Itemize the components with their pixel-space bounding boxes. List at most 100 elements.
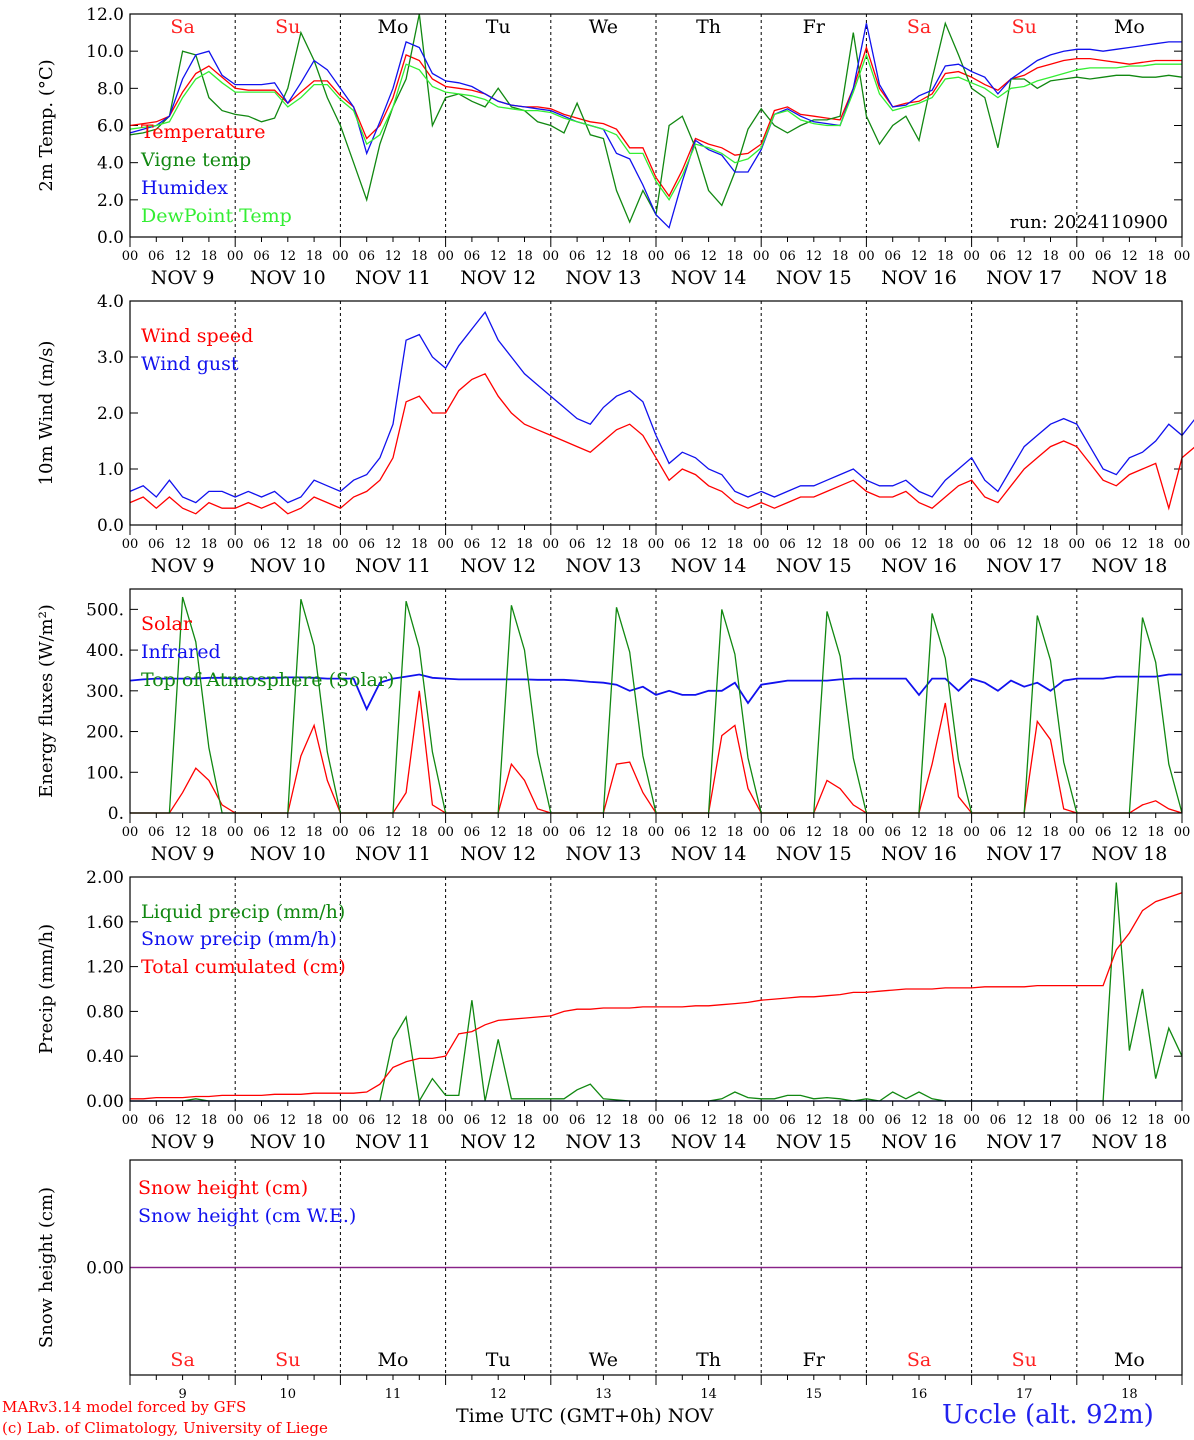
hour-label: 00 — [1174, 537, 1191, 552]
hour-label: 00 — [963, 1113, 980, 1128]
y-axis-label: Precip (mm/h) — [36, 924, 57, 1054]
series-line-wind-gust — [129, 310, 1194, 504]
hour-label: 00 — [332, 537, 349, 552]
day-number-label: 9 — [178, 1387, 186, 1402]
date-label: NOV 17 — [986, 1131, 1062, 1153]
hour-label: 06 — [1095, 249, 1112, 264]
hour-label: 06 — [569, 537, 586, 552]
date-label: NOV 12 — [460, 267, 536, 289]
panel-4 — [129, 876, 1183, 1111]
date-label: NOV 15 — [776, 1131, 852, 1153]
hour-label: 12 — [595, 537, 612, 552]
hour-label: 00 — [543, 249, 560, 264]
hour-label: 12 — [700, 1113, 717, 1128]
hour-label: 12 — [1121, 825, 1138, 840]
y-tick-label: 10.0 — [86, 42, 124, 62]
hour-label: 00 — [753, 537, 770, 552]
hour-label: 00 — [122, 537, 139, 552]
hour-label: 12 — [1016, 825, 1033, 840]
y-tick-label: 100. — [86, 763, 124, 783]
date-label: NOV 18 — [1091, 555, 1167, 577]
hour-label: 06 — [148, 537, 165, 552]
date-label: NOV 16 — [881, 555, 957, 577]
hour-label: 18 — [1147, 1113, 1164, 1128]
hour-label: 12 — [385, 1113, 402, 1128]
hour-label: 00 — [1069, 1113, 1086, 1128]
hour-label: 00 — [648, 537, 665, 552]
legend-entry: Wind speed — [141, 325, 253, 347]
hour-label: 12 — [1016, 249, 1033, 264]
y-tick-label: 500. — [86, 600, 124, 620]
hour-label: 00 — [1069, 537, 1086, 552]
hour-label: 18 — [832, 249, 849, 264]
hour-label: 12 — [174, 1113, 191, 1128]
panel-3 — [129, 588, 1183, 823]
hour-label: 00 — [437, 537, 454, 552]
hour-label: 00 — [1174, 249, 1191, 264]
hour-label: 12 — [1016, 1113, 1033, 1128]
day-abbrev-label: Sa — [170, 16, 194, 38]
day-abbrev-label: Mo — [378, 1349, 409, 1371]
y-tick-label: 8.0 — [97, 79, 124, 99]
hour-label: 00 — [753, 1113, 770, 1128]
y-tick-label: 0.00 — [86, 1259, 124, 1279]
date-label: NOV 17 — [986, 843, 1062, 865]
hour-label: 00 — [437, 1113, 454, 1128]
date-label: NOV 9 — [151, 1131, 215, 1153]
hour-label: 06 — [990, 1113, 1007, 1128]
hour-label: 18 — [306, 1113, 323, 1128]
legend-entry: Snow height (cm W.E.) — [138, 1205, 356, 1227]
hour-label: 06 — [358, 825, 375, 840]
hour-label: 18 — [1042, 1113, 1059, 1128]
day-abbrev-label: Mo — [378, 16, 409, 38]
hour-label: 18 — [516, 1113, 533, 1128]
legend-entry: Snow precip (mm/h) — [141, 928, 337, 950]
hour-label: 06 — [148, 1113, 165, 1128]
hour-label: 12 — [280, 537, 297, 552]
hour-label: 12 — [911, 249, 928, 264]
day-number-label: 11 — [385, 1387, 402, 1402]
hour-label: 00 — [1174, 825, 1191, 840]
day-number-label: 16 — [911, 1387, 928, 1402]
hour-label: 18 — [516, 537, 533, 552]
legend-entry: Liquid precip (mm/h) — [141, 901, 345, 923]
x-axis-month: NOV — [667, 1405, 714, 1427]
y-tick-label: 2.0 — [97, 191, 124, 211]
day-number-label: 18 — [1121, 1387, 1138, 1402]
hour-label: 00 — [753, 249, 770, 264]
hour-label: 12 — [174, 537, 191, 552]
y-tick-label: 0.0 — [97, 516, 124, 536]
hour-label: 06 — [569, 249, 586, 264]
hour-label: 18 — [937, 537, 954, 552]
hour-label: 00 — [648, 1113, 665, 1128]
day-number-label: 17 — [1016, 1387, 1033, 1402]
legend-entry: Snow height (cm) — [138, 1177, 308, 1199]
y-tick-label: 0.0 — [97, 228, 124, 248]
date-label: NOV 15 — [776, 267, 852, 289]
hour-label: 06 — [253, 1113, 270, 1128]
day-abbrev-label: Su — [1012, 1349, 1037, 1371]
hour-label: 18 — [1147, 825, 1164, 840]
lab-credit: (c) Lab. of Climatology, University of L… — [2, 1419, 328, 1437]
date-label: NOV 12 — [460, 1131, 536, 1153]
hour-label: 06 — [464, 249, 481, 264]
hour-label: 18 — [306, 249, 323, 264]
hour-label: 06 — [148, 825, 165, 840]
hour-label: 12 — [806, 825, 823, 840]
date-label: NOV 17 — [986, 555, 1062, 577]
hour-label: 06 — [990, 825, 1007, 840]
date-label: NOV 9 — [151, 267, 215, 289]
hour-label: 12 — [1121, 249, 1138, 264]
date-label: NOV 10 — [250, 555, 326, 577]
hour-label: 06 — [253, 825, 270, 840]
series-line-dewpoint-temp — [129, 52, 1182, 202]
hour-label: 00 — [858, 249, 875, 264]
series-line-humidex — [129, 23, 1182, 229]
day-abbrev-label: Sa — [907, 1349, 931, 1371]
y-tick-label: 4.0 — [97, 154, 124, 174]
date-label: NOV 15 — [776, 555, 852, 577]
hour-label: 12 — [280, 249, 297, 264]
hour-label: 00 — [858, 537, 875, 552]
y-tick-label: 2.00 — [86, 868, 124, 888]
